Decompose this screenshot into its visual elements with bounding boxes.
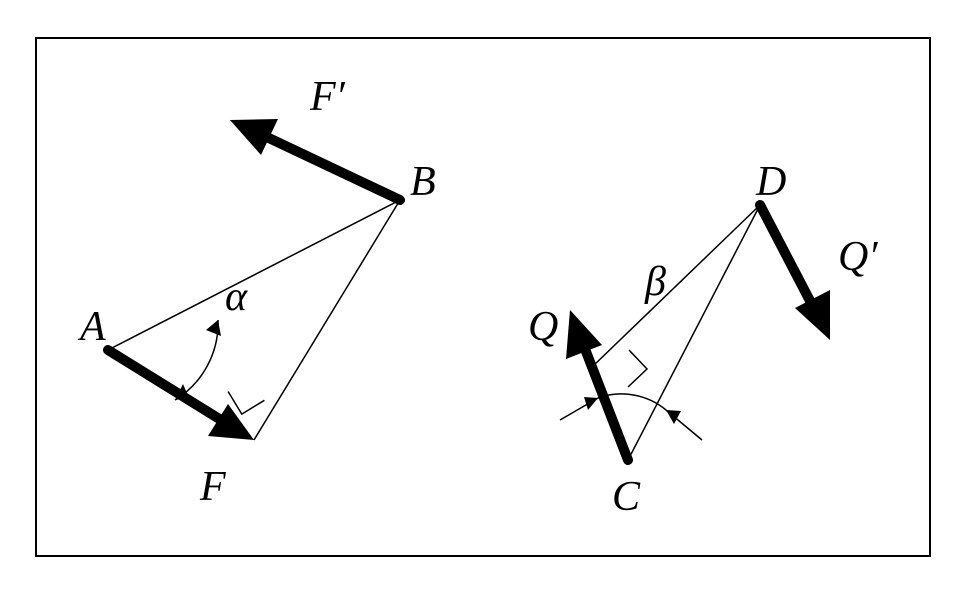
label-B: B [410, 159, 436, 205]
label-alpha: α [225, 274, 248, 320]
label-Qprime: Q′ [838, 234, 878, 280]
label-Q: Q [528, 304, 558, 350]
figure-frame [36, 38, 930, 556]
label-D: D [755, 159, 786, 205]
label-C: C [612, 474, 641, 520]
label-A: A [77, 304, 106, 350]
label-F: F [199, 464, 226, 510]
label-beta: β [644, 259, 666, 305]
label-Fprime: F′ [309, 74, 346, 120]
